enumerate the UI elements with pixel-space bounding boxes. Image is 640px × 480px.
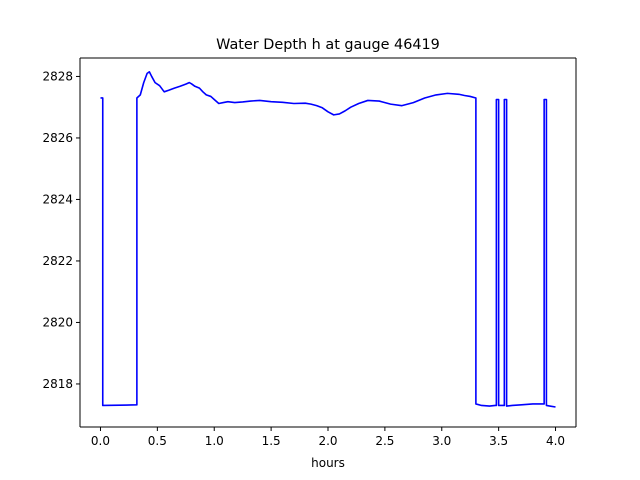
chart-title: Water Depth h at gauge 46419 [216, 37, 440, 53]
x-axis: 0.0 0.5 1.0 1.5 2.0 2.5 3.0 3.5 4.0 [91, 427, 565, 448]
series-line-0 [100, 71, 556, 408]
x-tick-label: 1.0 [205, 434, 224, 448]
y-tick-label: 2822 [42, 254, 73, 268]
plot-area [80, 58, 576, 427]
series-layer [100, 71, 556, 408]
x-tick-label: 3.0 [432, 434, 451, 448]
x-axis-label: hours [311, 456, 345, 470]
y-tick-label: 2828 [42, 69, 73, 83]
y-axis: 2818 2820 2822 2824 2826 2828 [42, 69, 80, 391]
x-tick-label: 4.0 [546, 434, 565, 448]
x-tick-label: 2.5 [375, 434, 394, 448]
axes-frame [79, 57, 577, 428]
y-tick-label: 2820 [42, 315, 73, 329]
y-tick-label: 2824 [42, 192, 73, 206]
x-tick-label: 1.5 [262, 434, 281, 448]
y-tick-label: 2826 [42, 131, 73, 145]
x-tick-label: 3.5 [489, 434, 508, 448]
x-tick-label: 2.0 [318, 434, 337, 448]
x-tick-label: 0.5 [148, 434, 167, 448]
y-tick-label: 2818 [42, 377, 73, 391]
x-tick-label: 0.0 [91, 434, 110, 448]
